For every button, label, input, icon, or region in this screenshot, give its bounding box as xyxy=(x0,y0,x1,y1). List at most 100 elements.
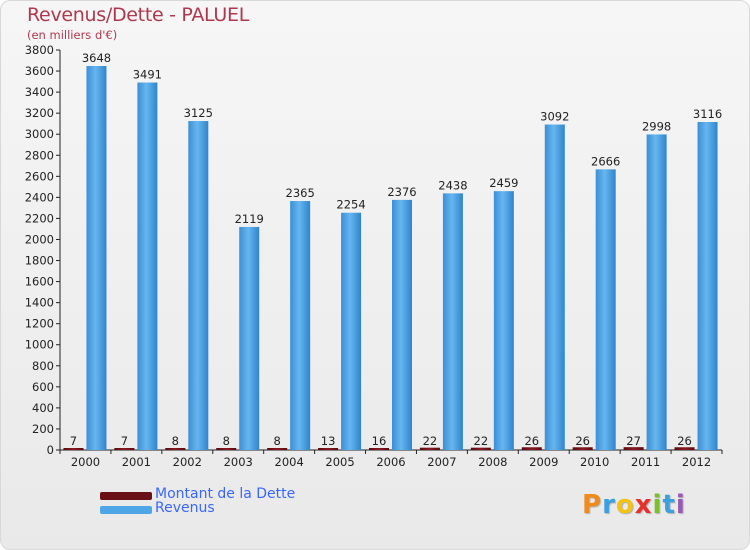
bar-revenus xyxy=(290,201,311,450)
bar-dette xyxy=(369,448,389,450)
y-tick-label: 1000 xyxy=(25,338,54,352)
data-label-dette: 13 xyxy=(321,434,336,448)
data-label-dette: 22 xyxy=(423,434,438,448)
y-tick-label: 400 xyxy=(32,401,54,415)
y-tick-label: 3400 xyxy=(25,85,54,99)
y-tick-label: 3200 xyxy=(25,106,54,120)
y-tick-label: 200 xyxy=(32,422,54,436)
logo-letter: t xyxy=(662,490,676,520)
bar-revenus xyxy=(544,124,565,451)
x-tick-label: 2006 xyxy=(376,455,405,469)
bar-revenus xyxy=(646,134,667,450)
logo-letter: P xyxy=(582,490,603,520)
bar-revenus xyxy=(697,122,718,450)
bar-dette xyxy=(165,448,186,450)
bar-revenus xyxy=(188,121,209,450)
bar-revenus xyxy=(392,199,412,450)
y-tick-label: 800 xyxy=(32,359,54,373)
logo-letter: o xyxy=(615,490,635,520)
y-tick-label: 2400 xyxy=(25,190,54,204)
bar-dette xyxy=(572,447,593,450)
bar-dette xyxy=(63,448,84,450)
x-tick-label: 2007 xyxy=(427,455,456,469)
bar-dette xyxy=(521,447,542,450)
data-label-dette: 7 xyxy=(121,434,128,448)
x-tick-label: 2002 xyxy=(173,455,202,469)
data-label-revenus: 2365 xyxy=(286,186,315,200)
y-tick-label: 1600 xyxy=(25,275,54,289)
y-tick-label: 2200 xyxy=(25,211,54,225)
chart-title: Revenus/Dette - PALUEL xyxy=(27,4,249,26)
y-tick-label: 1400 xyxy=(25,296,54,310)
bar-dette xyxy=(623,447,644,450)
data-label-dette: 8 xyxy=(223,434,230,448)
logo-letter: x xyxy=(634,490,653,520)
bar-dette xyxy=(318,448,339,450)
legend-swatch-dette xyxy=(100,492,152,500)
y-tick-label: 1200 xyxy=(25,317,54,331)
bar-revenus xyxy=(137,82,158,451)
legend-label-revenus: Revenus xyxy=(155,500,215,516)
proxiti-logo[interactable]: Proxiti xyxy=(582,490,686,520)
bar-dette xyxy=(114,448,135,450)
data-label-dette: 26 xyxy=(575,434,590,448)
x-tick-label: 2000 xyxy=(71,455,100,469)
x-tick-label: 2005 xyxy=(325,455,354,469)
bar-revenus xyxy=(239,226,260,450)
data-label-revenus: 2254 xyxy=(336,198,365,212)
data-label-revenus: 2119 xyxy=(235,212,264,226)
bar-dette xyxy=(674,447,695,450)
data-label-revenus: 2998 xyxy=(642,119,671,133)
legend-swatch-revenus xyxy=(100,506,152,514)
x-tick-label: 2004 xyxy=(275,455,304,469)
y-tick-label: 1800 xyxy=(25,254,54,268)
data-label-revenus: 3648 xyxy=(82,51,111,65)
legend-label-dette: Montant de la Dette xyxy=(155,486,296,502)
bar-dette xyxy=(267,448,288,450)
x-tick-label: 2011 xyxy=(631,455,660,469)
x-tick-label: 2003 xyxy=(224,455,253,469)
y-tick-label: 0 xyxy=(47,443,54,457)
data-label-dette: 27 xyxy=(626,434,641,448)
bar-revenus xyxy=(493,191,514,450)
y-tick-label: 3800 xyxy=(25,43,54,57)
y-tick-label: 2000 xyxy=(25,232,54,246)
y-tick-label: 600 xyxy=(32,380,54,394)
bar-dette xyxy=(419,447,440,450)
y-tick-label: 3600 xyxy=(25,64,54,78)
bar-dette xyxy=(216,448,237,450)
data-label-revenus: 3116 xyxy=(693,107,722,121)
data-label-dette: 22 xyxy=(474,434,489,448)
data-label-revenus: 2376 xyxy=(387,185,416,199)
logo-letter: r xyxy=(602,490,616,520)
x-tick-label: 2009 xyxy=(529,455,558,469)
data-label-dette: 8 xyxy=(172,434,179,448)
data-label-dette: 8 xyxy=(273,434,280,448)
data-label-revenus: 2666 xyxy=(591,154,620,168)
data-label-revenus: 3092 xyxy=(540,110,569,124)
data-label-revenus: 2438 xyxy=(438,178,467,192)
y-tick-label: 2800 xyxy=(25,148,54,162)
data-label-revenus: 3125 xyxy=(184,106,213,120)
bar-dette xyxy=(470,447,491,450)
data-label-revenus: 3491 xyxy=(133,68,162,82)
x-tick-label: 2012 xyxy=(682,455,711,469)
y-tick-label: 2600 xyxy=(25,169,54,183)
x-tick-label: 2008 xyxy=(478,455,507,469)
x-tick-label: 2001 xyxy=(122,455,151,469)
y-tick-label: 3000 xyxy=(25,127,54,141)
bar-revenus xyxy=(341,212,362,450)
bar-revenus xyxy=(86,66,107,450)
data-label-dette: 16 xyxy=(372,434,387,448)
chart-subtitle: (en milliers d'€) xyxy=(27,28,118,42)
data-label-dette: 7 xyxy=(70,434,77,448)
data-label-dette: 26 xyxy=(677,434,692,448)
bar-revenus xyxy=(442,193,463,451)
bar-revenus xyxy=(595,169,616,451)
x-tick-label: 2010 xyxy=(580,455,609,469)
data-label-dette: 26 xyxy=(524,434,539,448)
data-label-revenus: 2459 xyxy=(489,176,518,190)
logo-letter: i xyxy=(675,490,686,520)
